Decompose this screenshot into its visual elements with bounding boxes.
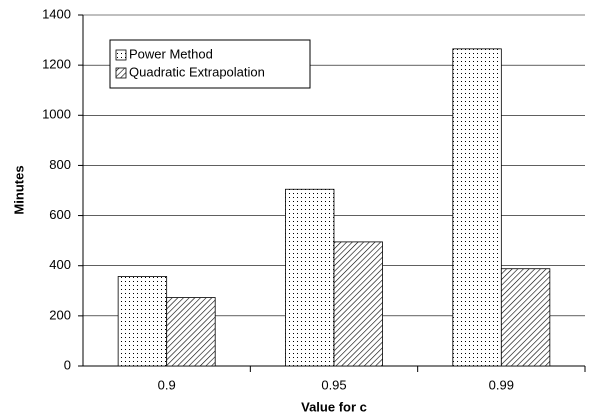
bar xyxy=(166,297,216,367)
legend-box xyxy=(109,39,311,89)
bar xyxy=(333,241,383,367)
x-tick-label: 0.95 xyxy=(321,377,346,392)
legend-label: Power Method xyxy=(129,46,213,61)
y-tick-label: 0 xyxy=(64,357,71,372)
y-tick-label: 200 xyxy=(49,307,71,322)
legend-label: Quadratic Extrapolation xyxy=(129,64,265,79)
x-tick-label: 0.99 xyxy=(489,377,514,392)
bar xyxy=(285,188,335,367)
y-tick-label: 800 xyxy=(49,157,71,172)
legend-swatch xyxy=(115,49,127,61)
bar xyxy=(500,268,551,367)
bar xyxy=(452,48,502,367)
y-tick-label: 1000 xyxy=(42,107,71,122)
x-tick-label: 0.9 xyxy=(158,377,176,392)
y-tick-label: 1400 xyxy=(42,6,71,21)
legend-swatch xyxy=(115,67,127,79)
y-tick-label: 600 xyxy=(49,207,71,222)
y-tick-label: 400 xyxy=(49,257,71,272)
y-axis-title: Minutes xyxy=(11,165,26,214)
y-tick-label: 1200 xyxy=(42,57,71,72)
x-axis-title: Value for c xyxy=(301,399,367,414)
bar xyxy=(117,276,168,367)
